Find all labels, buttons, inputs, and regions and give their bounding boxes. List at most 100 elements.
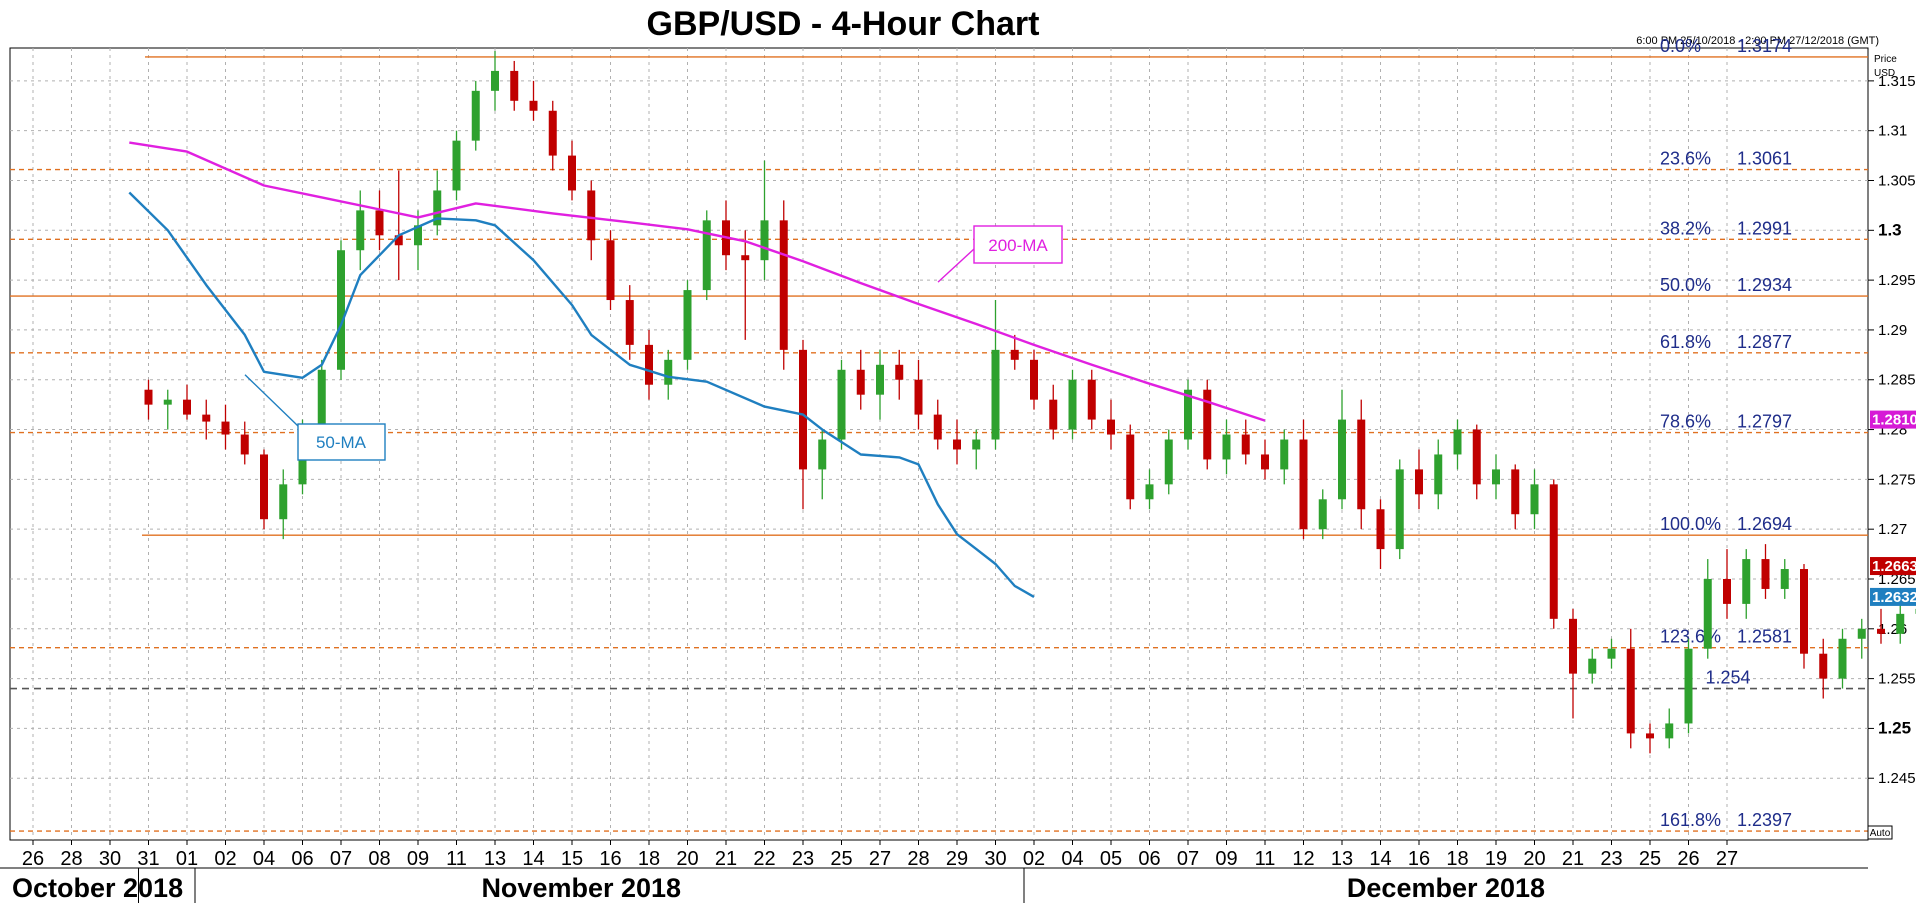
fib-value-label: 1.2934 xyxy=(1737,275,1792,295)
price-badge-label: 1.2632 xyxy=(1872,589,1916,606)
x-tick-label: 22 xyxy=(753,848,775,870)
candle-body xyxy=(1492,469,1500,485)
x-tick-label: 14 xyxy=(522,848,544,870)
y-tick-label: 1.315 xyxy=(1878,73,1916,90)
candle-body xyxy=(356,210,365,251)
candle-body xyxy=(1453,429,1462,455)
candle-body xyxy=(279,484,288,520)
candle-body xyxy=(1626,648,1635,734)
ma-line-50-ma xyxy=(128,191,1035,598)
candle-body xyxy=(1646,733,1654,739)
y-tick-label: 1.31 xyxy=(1878,123,1907,140)
candle-body xyxy=(741,255,750,261)
candle-body xyxy=(1222,434,1231,460)
candle-body xyxy=(1107,419,1115,435)
x-tick-label: 20 xyxy=(676,848,698,870)
candle-body xyxy=(1087,379,1096,420)
candle-body xyxy=(837,369,846,440)
x-tick-label: 07 xyxy=(330,848,352,870)
y-tick-label: 1.285 xyxy=(1878,372,1916,389)
candle-body xyxy=(394,235,403,246)
x-tick-label: 14 xyxy=(1369,848,1391,870)
fib-percent-label: 123.6% xyxy=(1660,627,1721,647)
ma200-label-box xyxy=(973,225,1063,264)
plot-frame xyxy=(9,47,1869,841)
candle-body xyxy=(375,210,384,236)
x-tick-label: 16 xyxy=(1408,848,1430,870)
candle-body xyxy=(1318,499,1327,530)
candle-body xyxy=(1877,628,1885,634)
x-tick-label: 06 xyxy=(291,848,313,870)
ma50-pointer xyxy=(244,374,299,427)
candle-body xyxy=(471,90,480,141)
candle-body xyxy=(1010,349,1019,360)
candle-body xyxy=(1049,399,1058,430)
y-tick-label: 1.255 xyxy=(1878,671,1916,688)
x-tick-label: 30 xyxy=(984,848,1006,870)
candle-body xyxy=(1030,359,1038,400)
x-tick-label: 28 xyxy=(60,848,82,870)
candle-body xyxy=(1068,379,1077,430)
x-tick-label: 21 xyxy=(715,848,737,870)
date-range: 6:00 PM 25/10/2018 - 2:00 PM 27/12/2018 … xyxy=(1636,35,1879,47)
candle-body xyxy=(606,240,615,301)
month-label: October 2018 xyxy=(12,873,183,903)
candle-body xyxy=(317,369,326,430)
candle-body xyxy=(183,399,191,415)
y-axis-label-price: Price xyxy=(1874,54,1897,65)
x-tick-label: 26 xyxy=(22,848,44,870)
candle-body xyxy=(683,290,692,360)
candle-body xyxy=(991,349,1000,440)
candle-body xyxy=(202,414,211,422)
month-label: December 2018 xyxy=(1347,873,1545,903)
x-tick-label: 08 xyxy=(368,848,390,870)
x-tick-label: 12 xyxy=(1292,848,1314,870)
candle-body xyxy=(587,190,596,241)
y-tick-label: 1.29 xyxy=(1878,322,1907,339)
candle-body xyxy=(433,190,442,226)
fib-percent-label: 50.0% xyxy=(1660,275,1711,295)
month-label: November 2018 xyxy=(481,873,681,903)
candle-body xyxy=(895,364,904,380)
fib-value-label: 1.2797 xyxy=(1737,412,1792,432)
candle-body xyxy=(568,155,576,191)
candle-body xyxy=(1434,454,1443,495)
candle-body xyxy=(1819,653,1828,679)
candle-body xyxy=(1838,638,1847,679)
candle-body xyxy=(1376,509,1385,550)
candle-body xyxy=(1530,484,1539,515)
x-tick-label: 23 xyxy=(1600,848,1622,870)
candle-body xyxy=(1780,569,1789,589)
x-tick-label: 11 xyxy=(1255,848,1276,870)
ma50-label: 50-MA xyxy=(316,433,367,452)
y-tick-label: 1.27 xyxy=(1878,521,1907,538)
auto-label: Auto xyxy=(1870,828,1891,839)
candle-body xyxy=(529,100,538,111)
candle-body xyxy=(1241,434,1250,455)
candle-body xyxy=(337,250,345,370)
support-label: 1.254 xyxy=(1705,668,1750,688)
x-tick-label: 20 xyxy=(1523,848,1545,870)
x-tick-label: 25 xyxy=(1639,848,1661,870)
fib-percent-label: 61.8% xyxy=(1660,332,1711,352)
candle-body xyxy=(702,220,711,291)
x-tick-label: 04 xyxy=(1061,848,1083,870)
candle-body xyxy=(799,349,807,470)
price-badge xyxy=(1870,557,1916,576)
x-tick-label: 26 xyxy=(1677,848,1699,870)
candle-body xyxy=(914,379,923,415)
candle-body xyxy=(664,359,673,385)
candle-body xyxy=(1511,469,1520,515)
y-tick-label: 1.245 xyxy=(1878,770,1916,787)
fib-percent-label: 0.0% xyxy=(1660,36,1701,56)
y-tick-label: 1.275 xyxy=(1878,471,1916,488)
y-tick-label: 1.295 xyxy=(1878,272,1916,289)
x-tick-label: 18 xyxy=(638,848,660,870)
candle-body xyxy=(1415,469,1423,495)
x-tick-label: 27 xyxy=(1716,848,1738,870)
x-tick-label: 16 xyxy=(599,848,621,870)
candle-body xyxy=(760,220,769,261)
fib-percent-label: 23.6% xyxy=(1660,149,1711,169)
